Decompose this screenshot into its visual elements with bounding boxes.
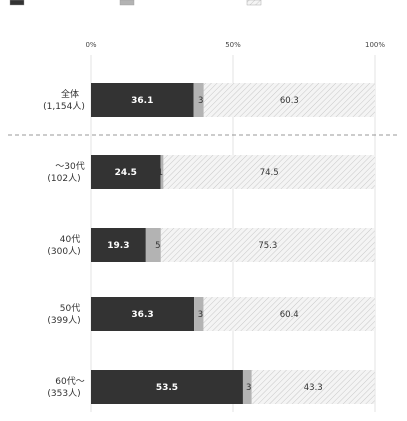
category-count-label: (102人) (47, 173, 80, 184)
bar-segment-series-2 (160, 155, 164, 189)
category-label: 50代 (60, 303, 80, 314)
bar-segment-series-2 (242, 370, 252, 404)
category-count-label: (399人) (47, 315, 80, 326)
data-label: 36.3 (131, 310, 153, 320)
category-count-label: (353人) (47, 388, 80, 399)
bar-row: 60代～(353人)53.53.143.3 (47, 370, 375, 404)
bar-segment-series-3 (251, 370, 375, 404)
bar-segment-series-3 (203, 83, 375, 117)
legend-swatch-2 (119, 0, 135, 6)
bar-segment-series-2 (194, 297, 204, 331)
bar-segment-series-2 (193, 83, 204, 117)
bar-row: 50代(399人)36.33.360.4 (47, 297, 375, 331)
bar-segment-series-3 (203, 297, 375, 331)
data-label: 74.5 (260, 168, 279, 178)
legend-swatch-3 (246, 0, 262, 6)
data-label: 60.3 (280, 96, 299, 106)
bar-segment-series-3 (160, 228, 375, 262)
category-count-label: (1,154人) (43, 101, 85, 112)
data-label: 75.3 (258, 241, 277, 251)
bar-segment-series-1 (91, 228, 146, 262)
legend (9, 0, 262, 6)
bar-row: 40代(300人)19.35.375.3 (47, 228, 375, 262)
bar-segment-series-1 (91, 83, 194, 117)
x-tick-label: 100% (365, 41, 385, 49)
category-label: 40代 (60, 234, 80, 245)
data-label: 43.3 (304, 383, 323, 393)
bar-rows: 全体(1,154人)36.13.660.3～30代(102人)24.51.074… (43, 83, 375, 404)
category-label: 全体 (61, 88, 79, 100)
data-label: 53.5 (156, 383, 178, 393)
data-label: 24.5 (115, 168, 137, 178)
data-label: 19.3 (107, 241, 129, 251)
bar-segment-series-3 (163, 155, 375, 189)
bar-segment-series-2 (145, 228, 161, 262)
bar-segment-series-1 (91, 370, 243, 404)
x-tick-label: 0% (85, 41, 96, 49)
bar-row: ～30代(102人)24.51.074.5 (47, 155, 375, 189)
data-label: 36.1 (131, 96, 153, 106)
category-label: ～30代 (55, 161, 84, 172)
bar-segment-series-1 (91, 297, 195, 331)
bar-row: 全体(1,154人)36.13.660.3 (43, 83, 375, 117)
x-axis-ticks: 0% 50% 100% (85, 41, 385, 49)
category-count-label: (300人) (47, 246, 80, 257)
data-label: 60.4 (280, 310, 299, 320)
legend-swatch-1 (9, 0, 25, 6)
category-label: 60代～ (55, 376, 84, 387)
bar-segment-series-1 (91, 155, 161, 189)
x-tick-label: 50% (225, 41, 241, 49)
